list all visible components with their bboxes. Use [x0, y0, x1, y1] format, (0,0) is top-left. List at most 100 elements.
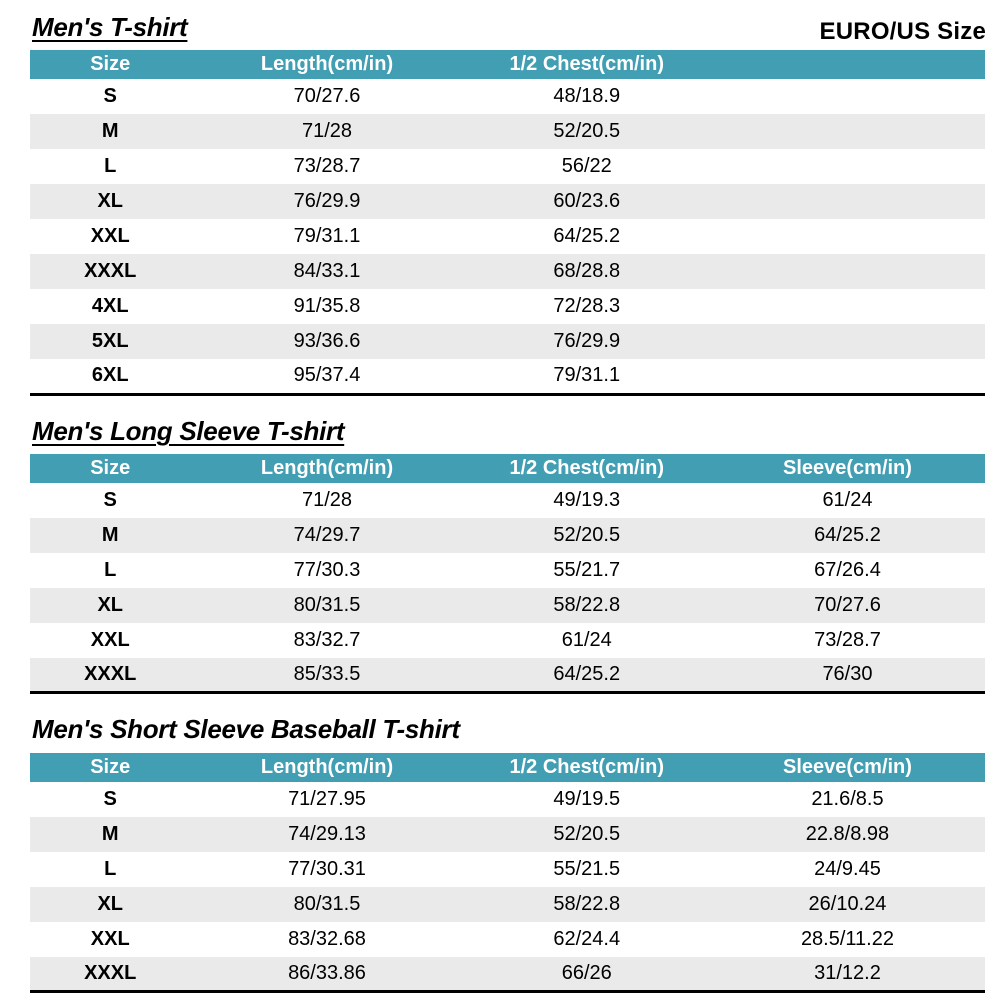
size-cell: XXXL — [84, 663, 137, 686]
value-cell: 86/33.86 — [288, 961, 366, 984]
value-cell: 21.6/8.5 — [811, 787, 884, 810]
size-cell: XL — [97, 593, 123, 616]
value-cell: 79/31.1 — [293, 225, 361, 248]
value-cell: 74/29.7 — [293, 523, 361, 546]
value-cell — [710, 324, 985, 359]
header-cell: Length(cm/in) — [190, 752, 464, 782]
table-row: XL 80/31.5 58/22.8 70/27.6 — [30, 587, 985, 623]
table-row: S 71/27.95 49/19.5 21.6/8.5 — [30, 782, 985, 817]
table-row: S 71/28 49/19.3 61/24 — [30, 483, 985, 518]
value-cell — [710, 79, 985, 114]
value-cell: 71/28 — [301, 488, 353, 511]
table-row: XL 76/29.9 60/23.6 — [30, 184, 985, 220]
value-cell — [710, 149, 985, 184]
size-cell: XXL — [90, 628, 130, 651]
value-cell: 73/28.7 — [293, 155, 361, 178]
size-cell: XXXL — [84, 260, 137, 283]
size-table-mens-long-sleeve-tshirt: Size Length(cm/in) 1/2 Chest(cm/in) Sleeve(… — [30, 453, 985, 695]
value-cell: 68/28.8 — [553, 260, 621, 283]
value-cell: 52/20.5 — [553, 120, 621, 143]
table-row: M 71/28 52/20.5 — [30, 114, 985, 150]
header-cell: Size — [30, 453, 191, 483]
value-cell: 70/27.6 — [814, 593, 881, 616]
value-cell — [710, 254, 985, 289]
value-cell: 28.5/11.22 — [800, 927, 894, 950]
value-cell: 52/20.5 — [553, 822, 621, 845]
value-cell: 85/33.5 — [293, 663, 361, 686]
size-cell: L — [104, 857, 117, 880]
value-cell: 72/28.3 — [553, 295, 621, 318]
section-title: Men's Short Sleeve Baseball T-shirt — [32, 714, 460, 745]
value-cell: 62/24.4 — [553, 927, 621, 950]
table-row: XXXL 86/33.86 66/26 31/12.2 — [30, 956, 985, 992]
header-cell: 1/2 Chest(cm/in) — [463, 752, 710, 782]
value-cell: 80/31.5 — [293, 892, 361, 915]
header-cell: Length(cm/in) — [190, 50, 464, 80]
table-row: S 70/27.6 48/18.9 — [30, 79, 985, 114]
table-row: L 73/28.7 56/22 — [30, 149, 985, 184]
value-cell: 93/36.6 — [293, 330, 361, 353]
value-cell: 71/28 — [301, 120, 353, 143]
value-cell: 95/37.4 — [293, 364, 361, 387]
value-cell: 66/26 — [561, 961, 612, 984]
table-row: 5XL 93/36.6 76/29.9 — [30, 324, 985, 360]
section-title: Men's Long Sleeve T-shirt — [32, 415, 345, 446]
section-mens-short-sleeve-baseball-tshirt: Men's Short Sleeve Baseball T-shirt Size… — [30, 714, 985, 994]
value-cell: 64/25.2 — [814, 523, 881, 546]
value-cell: 91/35.8 — [293, 295, 361, 318]
header-cell: 1/2 Chest(cm/in) — [463, 453, 710, 483]
section-mens-long-sleeve-tshirt: Men's Long Sleeve T-shirt Size Length(cm/… — [30, 416, 985, 695]
header-row: Size Length(cm/in) 1/2 Chest(cm/in) Sleeve(… — [30, 752, 985, 782]
size-table-mens-tshirt: Size Length(cm/in) 1/2 Chest(cm/in) S 70/27.… — [30, 50, 985, 396]
size-chart-page: Men's T-shirt Size Length(cm/in) 1/2 Chest… — [30, 12, 985, 994]
table-row: M 74/29.7 52/20.5 64/25.2 — [30, 517, 985, 553]
table-row: 4XL 91/35.8 72/28.3 — [30, 289, 985, 324]
value-cell — [710, 359, 985, 394]
table-row: XXL 83/32.7 61/24 73/28.7 — [30, 623, 985, 658]
value-cell: 77/30.3 — [293, 558, 361, 581]
table-row: XXXL 84/33.1 68/28.8 — [30, 254, 985, 290]
table-row: XL 80/31.5 58/22.8 26/10.24 — [30, 886, 985, 922]
header-row: Size Length(cm/in) 1/2 Chest(cm/in) Sleeve(… — [30, 453, 985, 483]
value-cell: 31/12.2 — [814, 961, 881, 984]
table-row: 6XL 95/37.4 79/31.1 — [30, 359, 985, 394]
value-cell: 64/25.2 — [553, 663, 621, 686]
section-mens-tshirt: Men's T-shirt Size Length(cm/in) 1/2 Chest… — [30, 12, 985, 396]
value-cell: 76/29.9 — [553, 330, 621, 353]
value-cell — [710, 114, 985, 149]
table-row: M 74/29.13 52/20.5 22.8/8.98 — [30, 816, 985, 852]
value-cell: 58/22.8 — [553, 892, 621, 915]
header-cell-empty — [709, 50, 985, 80]
size-cell: XL — [97, 892, 123, 915]
value-cell: 79/31.1 — [553, 364, 621, 387]
size-cell: 5XL — [91, 330, 129, 353]
value-cell — [710, 184, 985, 219]
value-cell: 55/21.5 — [553, 857, 621, 880]
header-cell: Length(cm/in) — [190, 453, 464, 483]
size-cell: XXXL — [84, 961, 137, 984]
table-row: L 77/30.31 55/21.5 24/9.45 — [30, 852, 985, 887]
value-cell: 67/26.4 — [814, 558, 881, 581]
size-cell: XL — [97, 190, 123, 213]
value-cell: 71/27.95 — [288, 787, 366, 810]
value-cell: 73/28.7 — [814, 628, 881, 651]
value-cell: 70/27.6 — [293, 85, 361, 108]
value-cell: 26/10.24 — [808, 892, 887, 915]
size-cell: S — [103, 488, 117, 511]
value-cell: 55/21.7 — [553, 558, 621, 581]
value-cell — [710, 289, 985, 324]
header-cell: Sleeve(cm/in) — [709, 453, 985, 483]
value-cell: 24/9.45 — [814, 857, 881, 880]
size-cell: L — [104, 155, 117, 178]
size-cell: S — [103, 85, 117, 108]
table-row: XXXL 85/33.5 64/25.2 76/30 — [30, 657, 985, 693]
size-table-mens-short-sleeve-baseball-tshirt: Size Length(cm/in) 1/2 Chest(cm/in) Sleeve(… — [30, 752, 985, 994]
value-cell: 83/32.7 — [293, 628, 361, 651]
value-cell: 84/33.1 — [293, 260, 361, 283]
value-cell: 64/25.2 — [553, 225, 621, 248]
value-cell: 77/30.31 — [288, 857, 366, 880]
size-cell: L — [104, 558, 117, 581]
table-row: XXL 79/31.1 64/25.2 — [30, 219, 985, 254]
value-cell: 49/19.5 — [553, 787, 621, 810]
header-cell: Sleeve(cm/in) — [709, 752, 985, 782]
